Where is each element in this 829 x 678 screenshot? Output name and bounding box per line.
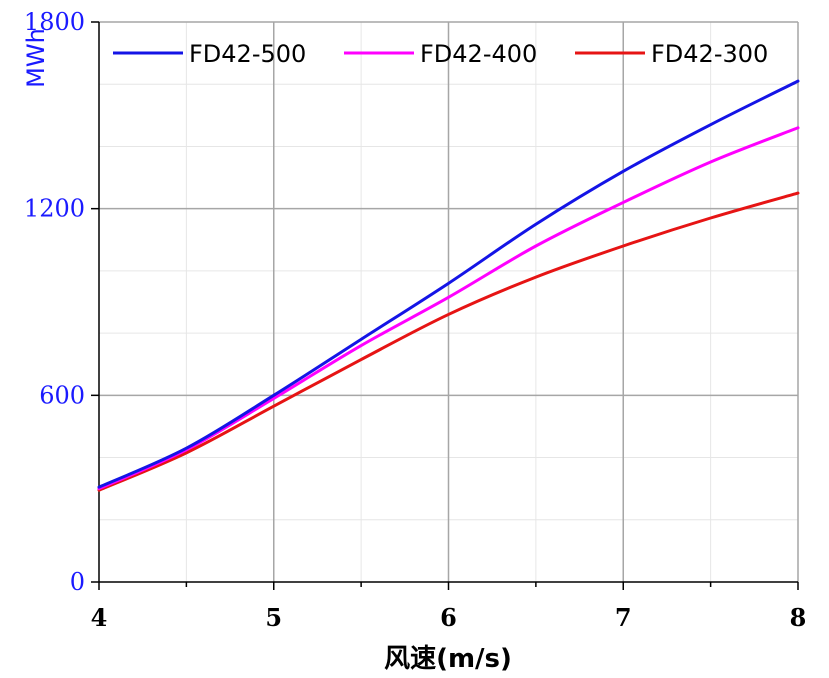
y-tick-label: 1200 [24, 195, 85, 223]
legend-label: FD42-400 [420, 40, 537, 68]
tick-labels: 0 600 1200 1800 4 5 6 7 8 [24, 8, 806, 632]
x-tick-label: 5 [265, 603, 282, 632]
series-lines [97, 79, 800, 492]
x-tick-label: 8 [790, 603, 807, 632]
legend: FD42-500 FD42-400 FD42-300 [113, 40, 768, 68]
x-axis-label: 风速(m/s) [384, 644, 512, 674]
y-axis-label: MWh [22, 28, 50, 88]
major-grid [99, 21, 799, 582]
legend-label: FD42-300 [651, 40, 768, 68]
x-tick-label: 6 [440, 603, 457, 632]
series-line-fd42-500 [97, 79, 800, 489]
x-tick-label: 7 [615, 603, 632, 632]
series-line-fd42-300 [97, 191, 800, 492]
legend-label: FD42-500 [189, 40, 306, 68]
series-line-fd42-400 [97, 126, 800, 491]
x-tick-label: 4 [91, 603, 108, 632]
axis-ticks [91, 21, 799, 590]
y-tick-label: 1800 [24, 8, 85, 36]
y-tick-label: 0 [70, 568, 85, 596]
y-tick-label: 600 [39, 381, 85, 409]
